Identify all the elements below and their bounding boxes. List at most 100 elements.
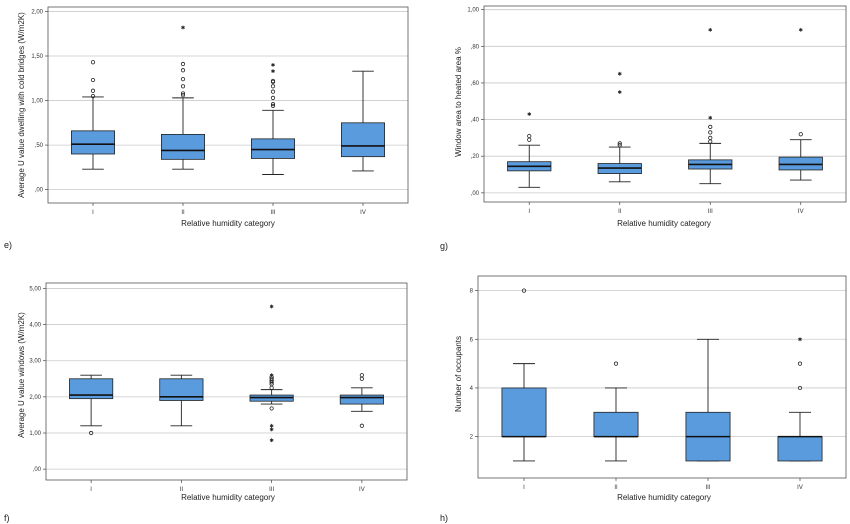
box-IV [777, 337, 823, 462]
iqr-box [340, 122, 385, 158]
panel-label-f: f) [4, 513, 10, 523]
outlier-circle [90, 60, 96, 65]
box-I [507, 112, 552, 188]
y-tick-label: 1,00 [31, 99, 43, 105]
x-tick-label: IV [797, 485, 803, 491]
outlier-circle [269, 376, 274, 381]
box-II [597, 71, 642, 183]
outlier-circle [270, 95, 276, 100]
y-tick-label: 2,00 [29, 395, 41, 401]
outlier-circle [270, 84, 276, 89]
x-tick-label: I [90, 487, 92, 493]
y-tick-label: ,80 [471, 44, 480, 50]
y-tick-label: ,00 [471, 191, 480, 197]
y-tick-label: 4 [470, 386, 474, 392]
box-IV [339, 373, 384, 428]
outlier-circle [708, 124, 713, 129]
y-tick-label: 5,00 [29, 286, 41, 292]
outlier-circle [270, 102, 276, 107]
iqr-box [777, 436, 823, 462]
y-tick-label: ,00 [35, 188, 44, 194]
x-tick-label: III [270, 210, 275, 216]
y-tick-label: 1,00 [29, 431, 41, 437]
y-tick-label: 6 [470, 337, 474, 343]
box-II [160, 25, 205, 170]
iqr-box [159, 378, 204, 401]
outlier-circle [617, 143, 622, 148]
plot-frame [477, 275, 847, 479]
outlier-star [708, 115, 713, 120]
iqr-box [160, 133, 205, 160]
iqr-box [778, 156, 823, 171]
iqr-box [250, 138, 295, 159]
x-tick-label: IV [360, 210, 366, 216]
outlier-star [617, 90, 622, 94]
x-axis-label: Relative humidity category [617, 219, 711, 228]
plot-frame [47, 6, 409, 204]
x-tick-label: I [523, 485, 525, 491]
outlier-star [798, 27, 803, 32]
outlier-circle [798, 132, 803, 137]
outlier-circle [90, 88, 96, 93]
iqr-box [71, 130, 116, 155]
y-tick-label: ,60 [471, 81, 480, 87]
outlier-circle [708, 130, 713, 135]
plot-frame [45, 282, 408, 481]
box-III [250, 63, 295, 175]
x-tick-label: IV [798, 209, 804, 215]
outlier-circle [180, 68, 186, 73]
outlier-circle [521, 288, 527, 293]
outlier-circle [90, 93, 96, 99]
outlier-circle [359, 373, 364, 378]
box-II [159, 374, 204, 427]
y-axis-label: Average U value windows (W/m2K) [17, 312, 26, 438]
y-tick-label: 3,00 [29, 359, 41, 365]
x-tick-label: II [180, 487, 184, 493]
box-I [69, 374, 114, 436]
outlier-star [269, 304, 274, 309]
outlier-star [269, 438, 274, 443]
iqr-box [501, 387, 547, 438]
y-axis-label: Average U value dwelling with cold bridg… [17, 12, 26, 198]
outlier-star [181, 25, 185, 30]
x-axis-label: Relative humidity category [181, 493, 275, 502]
outlier-circle [359, 423, 364, 428]
x-tick-label: II [181, 210, 185, 216]
iqr-box [69, 378, 114, 400]
outlier-star [271, 63, 275, 67]
x-axis-label: Relative humidity category [617, 493, 711, 502]
y-tick-label: ,20 [471, 154, 480, 160]
outlier-circle [90, 77, 96, 83]
box-III [688, 27, 733, 185]
x-tick-label: III [708, 209, 713, 215]
panel-label-h: h) [440, 513, 449, 523]
outlier-circle [708, 135, 713, 140]
outlier-circle [180, 61, 186, 67]
x-tick-label: III [269, 487, 274, 493]
outlier-circle [270, 78, 276, 84]
outlier-star [269, 427, 274, 432]
x-tick-label: I [92, 210, 94, 216]
box-I [71, 60, 116, 170]
box-III [249, 304, 294, 443]
outlier-circle [613, 361, 619, 366]
x-tick-label: I [528, 209, 530, 215]
box-I [501, 288, 547, 462]
outlier-circle [527, 133, 532, 139]
y-tick-label: 8 [470, 289, 474, 295]
x-tick-label: II [618, 209, 622, 215]
y-tick-label: 2,00 [31, 9, 43, 15]
box-III [685, 338, 731, 462]
outlier-circle [89, 430, 94, 436]
y-axis-label: Window area to heated area % [454, 47, 463, 157]
box-IV [340, 70, 385, 172]
outlier-star [617, 71, 622, 76]
iqr-box [339, 394, 384, 405]
x-tick-label: III [705, 485, 710, 491]
y-tick-label: ,00 [33, 467, 42, 473]
outlier-circle [270, 103, 276, 108]
x-tick-label: IV [359, 487, 365, 493]
